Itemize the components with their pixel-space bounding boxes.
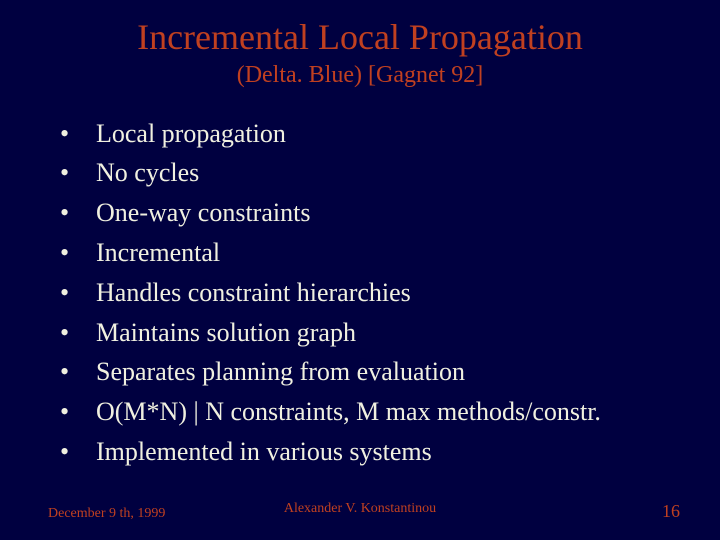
bullet-icon: • [60,397,96,427]
list-item: • O(M*N) | N constraints, M max methods/… [60,395,720,429]
bullet-icon: • [60,318,96,348]
list-item: • Separates planning from evaluation [60,355,720,389]
bullet-text: Implemented in various systems [96,435,432,469]
list-item: • No cycles [60,156,720,190]
footer-slide-number: 16 [662,501,680,522]
list-item: • Handles constraint hierarchies [60,276,720,310]
bullet-icon: • [60,119,96,149]
bullet-icon: • [60,238,96,268]
list-item: • One-way constraints [60,196,720,230]
list-item: • Implemented in various systems [60,435,720,469]
slide-title: Incremental Local Propagation [0,0,720,58]
bullet-icon: • [60,158,96,188]
bullet-list: • Local propagation • No cycles • One-wa… [0,117,720,469]
bullet-icon: • [60,198,96,228]
list-item: • Local propagation [60,117,720,151]
bullet-text: No cycles [96,156,199,190]
list-item: • Incremental [60,236,720,270]
footer-author: Alexander V. Konstantinou [284,501,436,517]
bullet-icon: • [60,357,96,387]
bullet-icon: • [60,437,96,467]
bullet-text: One-way constraints [96,196,310,230]
bullet-text: Maintains solution graph [96,316,356,350]
list-item: • Maintains solution graph [60,316,720,350]
slide-subtitle: (Delta. Blue) [Gagnet 92] [0,62,720,89]
bullet-text: Separates planning from evaluation [96,355,465,389]
bullet-text: O(M*N) | N constraints, M max methods/co… [96,395,601,429]
bullet-text: Incremental [96,236,220,270]
slide-footer: December 9 th, 1999 Alexander V. Konstan… [0,501,720,522]
bullet-text: Local propagation [96,117,286,151]
bullet-icon: • [60,278,96,308]
footer-date: December 9 th, 1999 [48,506,165,522]
bullet-text: Handles constraint hierarchies [96,276,411,310]
